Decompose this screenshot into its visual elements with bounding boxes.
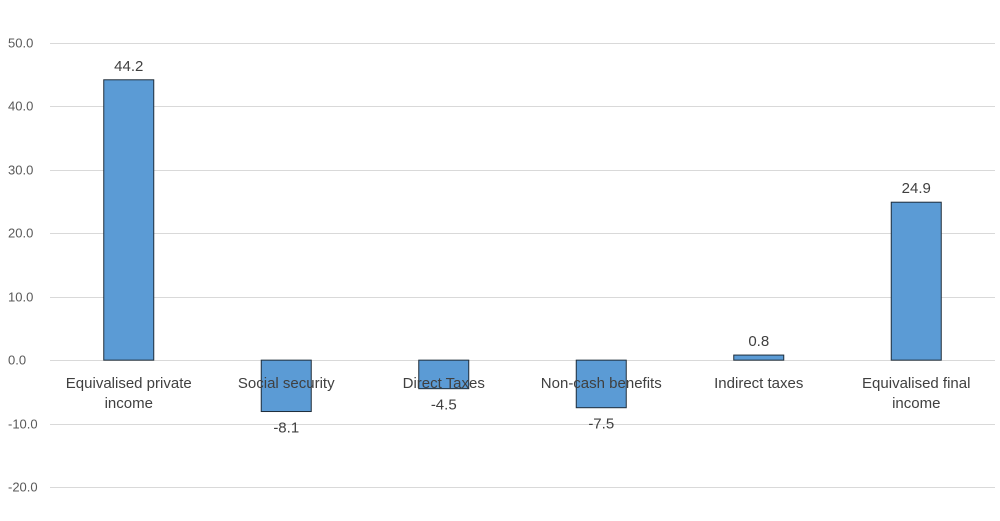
data-label: -7.5: [588, 416, 614, 433]
data-labels: 44.2 -8.1 -4.5 -7.5 0.8 24.9: [114, 58, 931, 437]
bar: [733, 354, 785, 361]
bar: [890, 201, 942, 361]
category-label: Non-cash benefits: [541, 375, 662, 392]
gridlines: [50, 43, 995, 488]
category-label: income: [892, 395, 940, 412]
category-labels: Equivalised private income Social security…: [66, 375, 971, 412]
y-axis-tick-labels: 50.0 40.0 30.0 20.0 10.0 0.0 -10.0 -20.0: [8, 36, 38, 495]
y-tick-label: 40.0: [8, 99, 33, 114]
category-label: Equivalised final: [862, 375, 970, 392]
category-label: Indirect taxes: [714, 375, 803, 392]
category-label: Social security: [238, 375, 335, 392]
y-tick-label: -20.0: [8, 480, 38, 495]
y-tick-label: 0.0: [8, 353, 26, 368]
y-tick-label: -10.0: [8, 417, 38, 432]
category-label: Equivalised private: [66, 375, 192, 392]
data-label: -4.5: [431, 397, 457, 414]
y-tick-label: 20.0: [8, 226, 33, 241]
y-tick-label: 50.0: [8, 36, 33, 51]
bar: [103, 79, 155, 361]
y-tick-label: 30.0: [8, 163, 33, 178]
y-tick-label: 10.0: [8, 290, 33, 305]
data-label: 0.8: [748, 333, 769, 350]
data-label: -8.1: [273, 420, 299, 437]
bar: [260, 359, 312, 413]
data-label: 24.9: [902, 180, 931, 197]
category-label: Direct Taxes: [403, 375, 485, 392]
category-label: income: [105, 395, 153, 412]
data-label: 44.2: [114, 58, 143, 75]
bars: [103, 79, 942, 413]
bar: [575, 359, 627, 409]
bar: [418, 359, 470, 390]
